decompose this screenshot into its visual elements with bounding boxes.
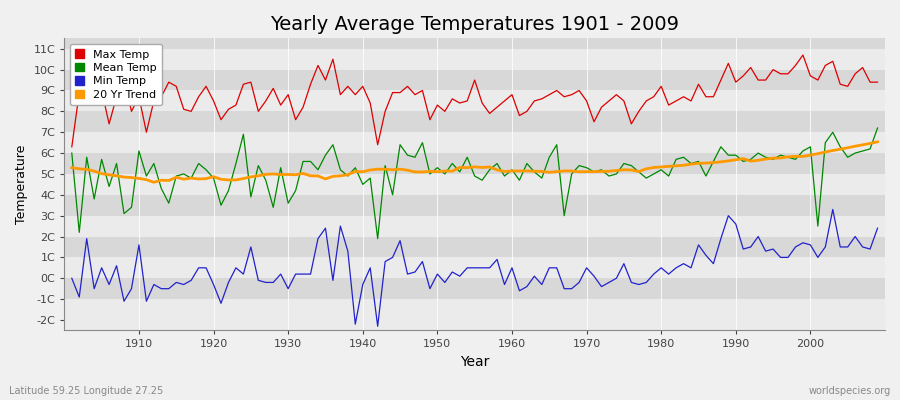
Bar bbox=[64, 216, 885, 236]
Bar bbox=[64, 49, 885, 70]
Bar bbox=[64, 257, 885, 278]
Text: Latitude 59.25 Longitude 27.25: Latitude 59.25 Longitude 27.25 bbox=[9, 386, 163, 396]
Bar bbox=[64, 111, 885, 132]
Bar bbox=[64, 90, 885, 111]
Y-axis label: Temperature: Temperature bbox=[15, 145, 28, 224]
Bar bbox=[64, 174, 885, 195]
Bar bbox=[64, 236, 885, 257]
Text: worldspecies.org: worldspecies.org bbox=[809, 386, 891, 396]
Bar bbox=[64, 38, 885, 49]
Bar bbox=[64, 278, 885, 299]
Bar bbox=[64, 320, 885, 330]
X-axis label: Year: Year bbox=[460, 355, 490, 369]
Bar bbox=[64, 70, 885, 90]
Bar bbox=[64, 195, 885, 216]
Title: Yearly Average Temperatures 1901 - 2009: Yearly Average Temperatures 1901 - 2009 bbox=[270, 15, 680, 34]
Bar bbox=[64, 132, 885, 153]
Legend: Max Temp, Mean Temp, Min Temp, 20 Yr Trend: Max Temp, Mean Temp, Min Temp, 20 Yr Tre… bbox=[70, 44, 162, 106]
Bar bbox=[64, 153, 885, 174]
Bar bbox=[64, 299, 885, 320]
